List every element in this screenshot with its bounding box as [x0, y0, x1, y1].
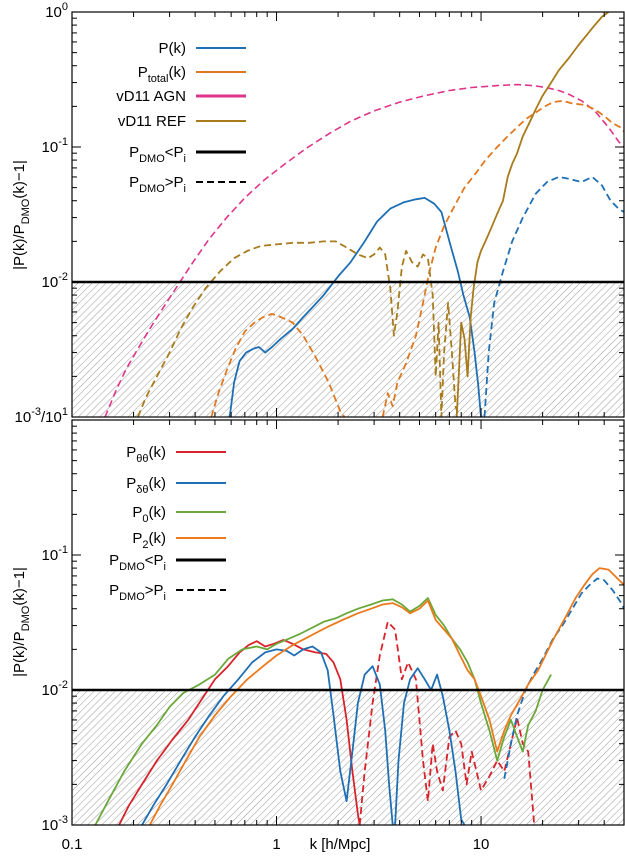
y-tick-label-0: 100: [45, 1, 68, 21]
series-line-6: [455, 12, 610, 417]
legend-label-4: PDMO<Pi: [109, 552, 166, 573]
legend-label-2: vD11 AGN: [116, 88, 186, 105]
y-tick-label-1: 10-2: [42, 679, 68, 699]
legend-item-0: P(k): [159, 40, 246, 57]
series-line-1: [358, 620, 536, 825]
legend: P(k) Ptotal(k) vD11 AGN vD11 REF PDMO<Pi PDMO…: [116, 40, 246, 195]
y-tick-label-0: 10-1: [42, 544, 68, 564]
hatched-region: [72, 282, 624, 417]
series-line-3: [210, 313, 346, 417]
series-line-1: [483, 176, 624, 417]
series-line-0: [118, 639, 361, 825]
legend-label-5: PDMO>Pi: [109, 582, 166, 603]
plot-frame: [71, 11, 625, 418]
top-panel: 10010-110-210-3/101|P(k)/PDMO(k)−1|P(k)P…: [11, 1, 625, 426]
legend-label-4: PDMO<Pi: [129, 144, 186, 165]
legend-item-2: P0(k): [132, 504, 226, 525]
y-tick-label-2: 10-3: [42, 814, 68, 834]
x-tick-label-1: 1: [272, 836, 280, 853]
legend-label-5: PDMO>Pi: [129, 174, 186, 195]
bottom-panel: 10-1 10-2 10-3 0.1 1 10 k [h/Mpc] |P(k)/PDMO(k)…: [11, 419, 625, 853]
series-line-4: [503, 577, 624, 779]
y-axis-label: |P(k)/PDMO(k)−1|: [11, 567, 32, 677]
series-group: [104, 12, 624, 417]
legend-item-1: Ptotal(k): [138, 64, 246, 85]
legend-item-5: PDMO>Pi: [109, 582, 226, 603]
series-line-6: [149, 567, 624, 825]
legend-label-0: P(k): [159, 40, 187, 57]
y-tick-label-3: 10-3/101: [15, 406, 68, 426]
y-axis-label: |P(k)/PDMO(k)−1|: [11, 160, 32, 270]
legend-item-2: vD11 AGN: [116, 88, 246, 105]
legend-item-1: Pδθ(k): [126, 475, 226, 496]
legend-item-4: PDMO<Pi: [129, 144, 246, 165]
legend-label-3: P2(k): [132, 530, 166, 551]
legend-label-3: vD11 REF: [118, 113, 186, 130]
hatched-region: [72, 690, 624, 825]
legend-label-1: Ptotal(k): [138, 64, 186, 85]
y-tick-label-2: 10-2: [42, 271, 68, 291]
series-line-0: [228, 197, 482, 417]
x-axis-label: k [h/Mpc]: [310, 836, 371, 853]
legend-item-3: vD11 REF: [118, 113, 246, 130]
legend-item-5: PDMO>Pi: [129, 174, 246, 195]
ticks: [71, 420, 625, 826]
series-line-2: [141, 645, 394, 825]
legend-label-2: P0(k): [132, 504, 166, 525]
legend-item-0: Pθθ(k): [126, 444, 226, 465]
y-tick-label-1: 10-1: [42, 136, 68, 156]
legend-label-1: Pδθ(k): [126, 475, 166, 496]
legend-item-4: PDMO<Pi: [109, 552, 226, 573]
x-tick-label-0: 0.1: [62, 836, 83, 853]
ticks: [71, 12, 625, 418]
x-tick-label-2: 10: [473, 836, 490, 853]
series-line-4: [381, 99, 624, 417]
plot-frame: [71, 419, 625, 826]
series-line-5: [94, 597, 552, 825]
series-line-5: [137, 240, 460, 417]
legend: Pθθ(k) Pδθ(k) P0(k) P2(k)PDMO<Pi PDMO>Pi: [109, 444, 226, 603]
legend-label-0: Pθθ(k): [126, 444, 166, 465]
legend-item-3: P2(k): [132, 530, 226, 551]
